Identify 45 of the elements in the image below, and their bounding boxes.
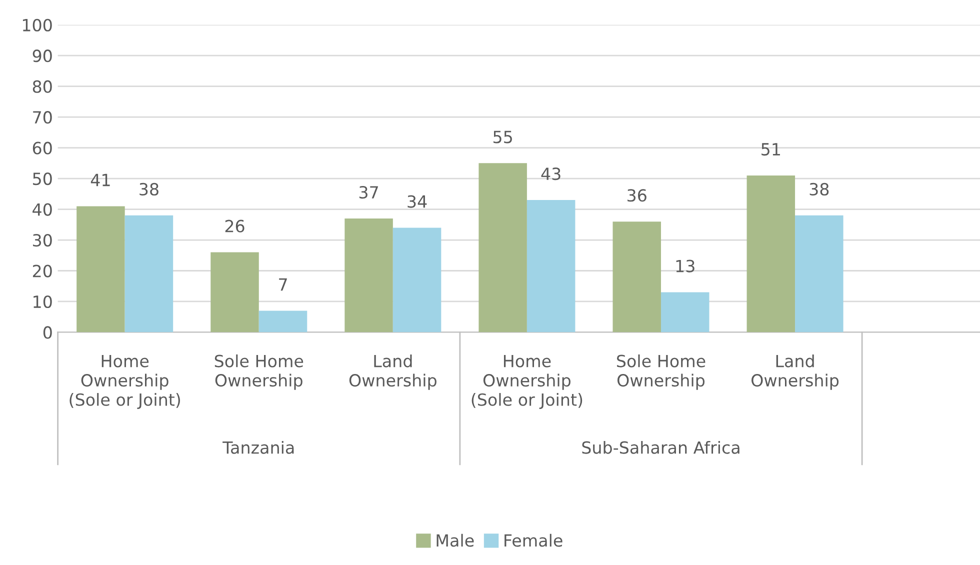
bar xyxy=(258,310,308,332)
bar xyxy=(392,228,442,332)
bar xyxy=(210,252,259,332)
data-label: 37 xyxy=(359,186,378,199)
data-label: 13 xyxy=(676,260,694,272)
bar xyxy=(76,206,125,332)
data-label: 55 xyxy=(494,130,512,144)
bar xyxy=(660,292,710,332)
x-tick-label: Home Ownership (Sole or Joint) xyxy=(472,354,582,410)
bar xyxy=(526,200,576,332)
x-tick-label: Home Ownership (Sole or Joint) xyxy=(70,354,180,410)
data-label: 36 xyxy=(628,189,646,202)
legend-label: Female xyxy=(504,534,562,547)
bar xyxy=(612,222,661,332)
data-label: 38 xyxy=(810,182,829,196)
bar xyxy=(795,215,844,332)
x-tick-label: Land Ownership xyxy=(349,354,436,390)
data-label: 34 xyxy=(408,195,427,208)
x-tick-label: Sole Home Ownership xyxy=(617,354,706,390)
data-label: 7 xyxy=(279,278,287,291)
y-tick-label: 100 xyxy=(22,18,52,32)
x-tick-label: Land Ownership xyxy=(752,354,839,390)
bar xyxy=(124,215,174,332)
y-tick-label: 80 xyxy=(32,80,52,93)
text: Tanzania xyxy=(222,440,294,454)
y-tick-label: 10 xyxy=(34,295,52,308)
y-tick-label: 90 xyxy=(32,50,52,62)
data-label: 26 xyxy=(225,220,244,232)
bar xyxy=(746,175,796,332)
legend-label: Male xyxy=(436,534,474,547)
text: Sub-Saharan Africa xyxy=(582,440,740,454)
data-label: 51 xyxy=(762,143,780,156)
y-tick-label: 40 xyxy=(32,203,52,216)
data-label: 38 xyxy=(140,182,158,196)
y-tick-label: 50 xyxy=(33,172,52,186)
bar xyxy=(344,218,393,332)
y-tick-label: 70 xyxy=(33,111,52,124)
bar xyxy=(478,163,527,332)
data-label: 41 xyxy=(90,174,110,186)
y-tick-label: 60 xyxy=(32,142,52,154)
y-tick-label: 20 xyxy=(32,264,52,278)
y-tick-label: 0 xyxy=(43,326,52,339)
y-tick-label: 30 xyxy=(33,234,52,247)
data-label: 43 xyxy=(541,168,560,180)
x-tick-label: Sole Home Ownership xyxy=(214,354,304,390)
